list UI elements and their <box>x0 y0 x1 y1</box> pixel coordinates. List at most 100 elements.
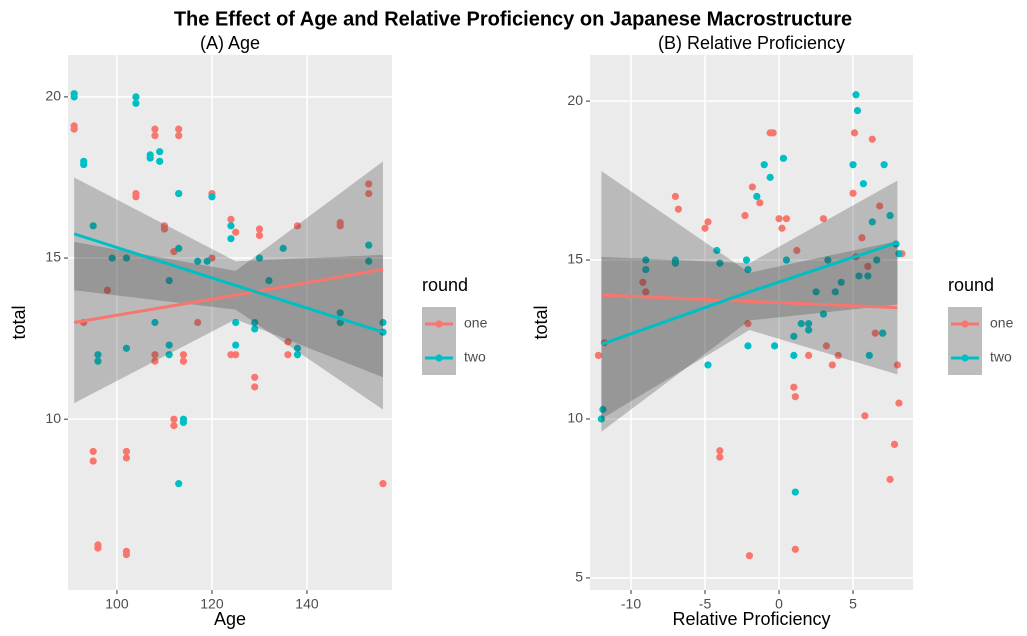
point <box>864 272 872 280</box>
point <box>831 288 839 296</box>
point <box>255 225 264 233</box>
point <box>336 222 344 230</box>
point <box>94 351 102 359</box>
point <box>886 475 894 483</box>
point <box>805 320 813 328</box>
point <box>132 189 140 198</box>
point <box>208 193 216 201</box>
point <box>779 154 788 162</box>
confidence-band <box>601 180 898 432</box>
point <box>790 332 798 340</box>
point <box>742 256 751 264</box>
point <box>744 320 752 328</box>
point <box>151 318 159 327</box>
point <box>379 480 387 488</box>
point <box>251 318 259 327</box>
point <box>175 125 183 133</box>
point <box>122 254 131 262</box>
y-tick-label: 20 <box>567 92 583 108</box>
x-tick-label: 120 <box>200 596 224 612</box>
point <box>122 447 131 456</box>
point <box>175 480 183 488</box>
point <box>791 488 799 496</box>
point <box>227 235 235 243</box>
x-tick-label: 100 <box>105 596 129 612</box>
point <box>716 447 724 455</box>
y-tick-label: 10 <box>45 410 61 426</box>
point <box>594 351 603 360</box>
legend-title: round <box>422 275 468 295</box>
point <box>293 351 302 359</box>
point <box>782 215 791 223</box>
point <box>151 125 159 133</box>
point <box>293 222 302 230</box>
point <box>175 244 183 252</box>
point <box>232 351 240 359</box>
point <box>146 151 154 159</box>
point <box>170 422 178 430</box>
point <box>293 344 302 352</box>
subtitle: (A) Age <box>200 33 260 53</box>
point <box>770 342 779 350</box>
y-tick-label: 15 <box>45 249 61 265</box>
point <box>895 250 903 258</box>
point <box>232 318 240 327</box>
point <box>642 288 650 296</box>
point <box>713 246 721 255</box>
fit-line <box>600 241 898 346</box>
point <box>365 189 373 198</box>
point <box>179 415 188 423</box>
point <box>819 310 828 318</box>
point <box>819 215 828 223</box>
point <box>858 234 866 242</box>
point <box>597 415 605 423</box>
y-axis-title: total <box>531 305 551 339</box>
point <box>671 259 680 267</box>
point <box>793 246 801 255</box>
point <box>365 241 373 249</box>
point <box>170 415 178 423</box>
fit-line <box>73 232 384 334</box>
point <box>599 405 607 414</box>
point <box>160 225 169 233</box>
point <box>741 211 749 220</box>
y-tick-label: 10 <box>567 410 583 426</box>
point <box>852 91 860 99</box>
point <box>791 393 799 401</box>
point <box>716 259 724 267</box>
point <box>812 288 820 296</box>
point <box>859 180 868 188</box>
point <box>868 135 876 143</box>
point <box>179 351 188 359</box>
subtitle: (B) Relative Proficiency <box>658 33 845 53</box>
legend-label: two <box>464 349 486 365</box>
x-axis-title: Age <box>214 609 246 629</box>
point <box>284 351 292 359</box>
point <box>790 383 798 391</box>
point <box>165 351 173 359</box>
point <box>108 254 116 262</box>
point <box>227 215 235 223</box>
point <box>165 341 173 349</box>
point <box>828 361 836 369</box>
point <box>251 373 259 381</box>
point <box>89 222 97 230</box>
point <box>365 257 373 265</box>
point <box>893 361 902 369</box>
point <box>744 265 752 274</box>
point <box>756 199 764 207</box>
y-tick-label: 15 <box>567 251 583 267</box>
point <box>864 262 872 270</box>
point <box>704 361 712 369</box>
legend-dot <box>961 354 969 362</box>
x-tick-label: 0 <box>775 596 783 612</box>
y-axis-title: total <box>9 305 29 339</box>
point <box>203 257 211 265</box>
point <box>876 202 884 210</box>
legend-label: one <box>990 315 1014 331</box>
point <box>674 205 682 213</box>
point <box>122 550 131 559</box>
x-axis-title: Relative Proficiency <box>672 609 830 629</box>
point <box>701 224 709 232</box>
